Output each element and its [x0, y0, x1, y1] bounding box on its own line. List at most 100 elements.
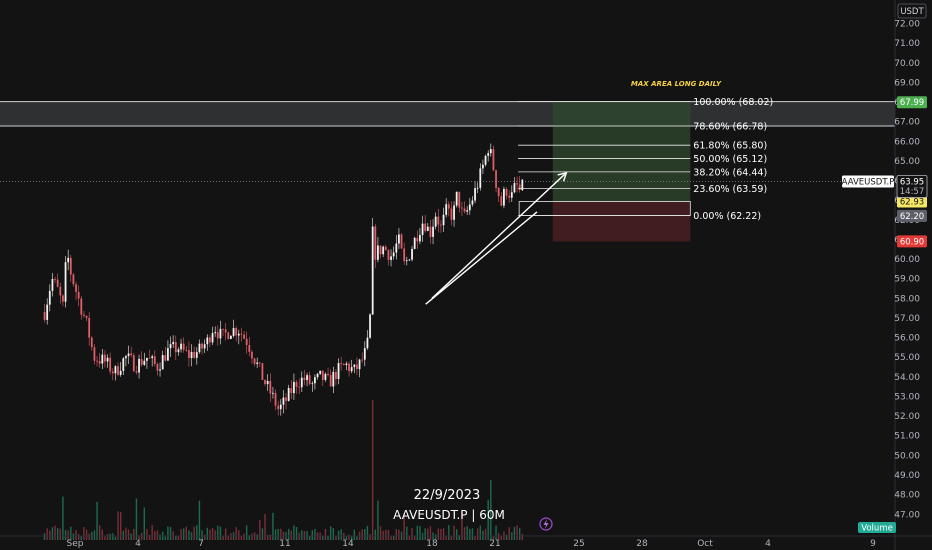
- candle: [227, 331, 230, 340]
- candle-body: [508, 195, 511, 198]
- candle-body: [332, 371, 335, 387]
- candle: [300, 371, 303, 392]
- volume-bar: [109, 533, 111, 540]
- candle-body: [224, 329, 227, 333]
- volume-bar: [272, 512, 274, 540]
- candle-body: [182, 343, 185, 350]
- candle: [258, 361, 261, 367]
- candle: [314, 374, 316, 390]
- candle-body: [64, 262, 67, 302]
- lightning-icon[interactable]: [539, 517, 553, 531]
- candle-body: [408, 259, 411, 261]
- candle: [377, 237, 379, 263]
- candle-body: [342, 364, 345, 366]
- candle-body: [198, 343, 201, 353]
- candle-body: [516, 183, 518, 185]
- fib-level-label: 0.00% (62.22): [693, 211, 761, 222]
- time-tick-label: 21: [489, 539, 500, 549]
- volume-bar: [209, 529, 211, 540]
- candle: [521, 179, 524, 191]
- candle: [298, 378, 301, 395]
- candle: [424, 214, 427, 233]
- volume-bar: [77, 534, 80, 540]
- candle: [201, 342, 203, 355]
- volume-bar: [159, 534, 161, 540]
- volume-bar: [308, 535, 311, 540]
- candle-body: [392, 252, 395, 257]
- volume-bar: [156, 530, 159, 540]
- volume-bar: [500, 536, 502, 540]
- currency-badge-bg[interactable]: [897, 3, 927, 19]
- candle: [400, 232, 403, 249]
- candle: [151, 354, 154, 367]
- volume-bar: [455, 529, 458, 540]
- price-tick-label: 47.00: [894, 510, 920, 520]
- volume-bar: [185, 526, 187, 540]
- candle-body: [214, 332, 217, 334]
- candle-body: [98, 361, 101, 364]
- candle-body: [374, 226, 377, 260]
- volume-bar: [350, 536, 353, 540]
- price-tick-label: 70.00: [894, 59, 920, 69]
- candle: [83, 310, 85, 318]
- candle: [447, 201, 450, 217]
- candle-body: [111, 371, 114, 374]
- volume-bar: [127, 529, 130, 540]
- candle-body: [416, 237, 419, 242]
- candle-body: [398, 234, 400, 244]
- currency-badge[interactable]: USDT: [900, 7, 924, 17]
- volume-bar: [356, 536, 358, 540]
- candle-body: [463, 208, 466, 212]
- candle: [503, 186, 505, 209]
- candle-body: [48, 290, 51, 305]
- watermark-symbol: AAVEUSDT.P | 60M: [393, 508, 505, 522]
- candle-body: [400, 234, 403, 249]
- volume-bar: [122, 530, 124, 540]
- candle-body: [311, 383, 314, 385]
- chart-drawings[interactable]: 100.00% (68.02) 78.60% (66.78) 61.80% (65.…: [425, 97, 774, 305]
- candle: [489, 143, 492, 157]
- candle: [177, 347, 180, 356]
- volume-bar: [251, 533, 253, 540]
- volume-bar: [56, 528, 59, 540]
- candle: [193, 346, 196, 360]
- candle-body: [159, 369, 161, 371]
- volume-bar: [46, 528, 48, 540]
- stop-price-tag: 60.90: [900, 237, 924, 247]
- candle-body: [277, 405, 280, 410]
- volume-bar: [508, 526, 510, 540]
- candle-body: [458, 191, 461, 208]
- long-target-zone: [552, 102, 691, 202]
- candle-body: [319, 370, 322, 374]
- volume-bar: [290, 530, 292, 540]
- candle-body: [54, 278, 56, 280]
- candle: [442, 207, 445, 232]
- price-tick-label: 51.00: [894, 432, 920, 442]
- candle-body: [135, 371, 138, 373]
- volume-badge-bg[interactable]: [858, 522, 896, 533]
- candle-body: [321, 370, 324, 380]
- candle: [340, 356, 343, 371]
- candle: [98, 353, 101, 368]
- candle: [316, 372, 319, 380]
- candle: [327, 367, 329, 377]
- candle: [146, 357, 148, 369]
- countdown-tag: 14:57: [900, 187, 925, 197]
- candlestick-series: [43, 143, 524, 416]
- candle: [474, 181, 476, 204]
- volume-badge[interactable]: Volume: [861, 524, 893, 534]
- candle-body: [258, 362, 261, 364]
- candle: [190, 344, 193, 367]
- candle: [282, 390, 285, 414]
- candle-body: [219, 328, 222, 339]
- candle-body: [468, 204, 471, 211]
- candle: [237, 329, 240, 345]
- candle: [508, 190, 511, 203]
- candle-body: [272, 392, 274, 394]
- candle-body: [261, 363, 264, 380]
- time-axis[interactable]: Sep 4 7 11 14 18 21 25 28 Oct 4 9: [0, 535, 932, 549]
- candle: [505, 187, 508, 200]
- fib-level-label: 100.00% (68.02): [693, 97, 773, 108]
